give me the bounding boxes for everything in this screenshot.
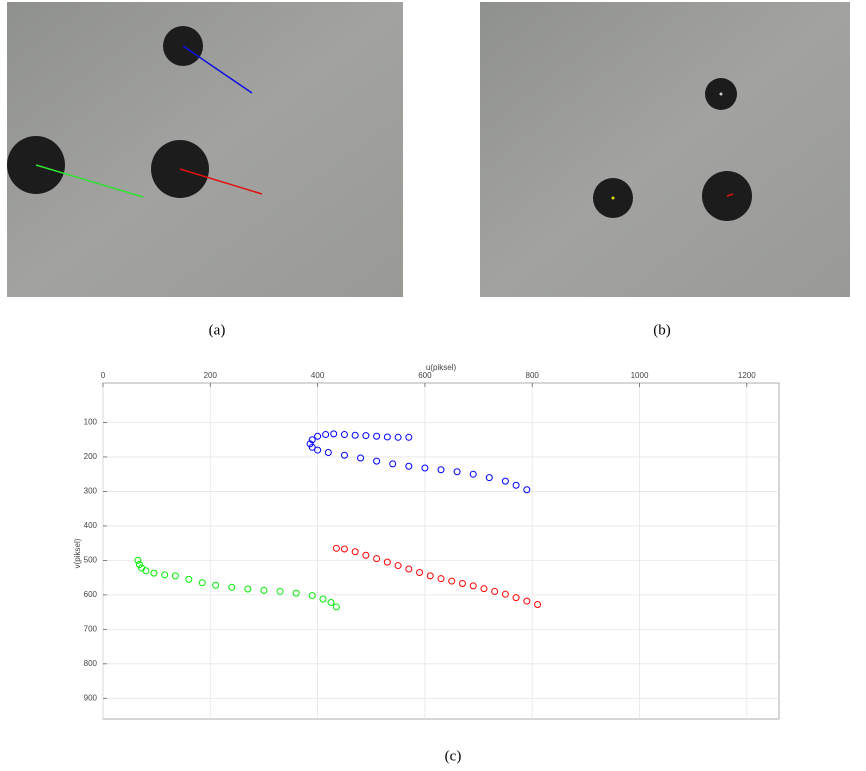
data-point [340,431,348,439]
data-point [292,589,300,597]
data-point [362,551,370,559]
y-tick-label: 300 [84,487,98,496]
data-point [319,595,327,603]
data-point [448,577,456,585]
x-axis-label: u(piksel) [426,363,457,372]
data-point [327,598,335,606]
data-point [373,432,381,440]
data-point [212,581,220,589]
data-point [330,430,338,438]
x-tick-label: 0 [101,371,106,380]
data-point [134,556,142,564]
data-point [324,448,332,456]
data-point [322,431,330,439]
data-point [416,568,424,576]
data-point [332,603,340,611]
x-tick-label: 800 [526,371,540,380]
data-point [394,433,402,441]
data-point [244,585,252,593]
data-point [314,446,322,454]
x-tick-label: 1200 [738,371,756,380]
data-point [228,583,236,591]
data-point [332,544,340,552]
data-point [150,569,158,577]
data-point [373,555,381,563]
data-point [501,477,509,485]
data-point [426,572,434,580]
chart: 0 200 400 600 800 1000 1200 100 200 300 400 500 600 7… [73,363,780,720]
data-point [373,457,381,465]
data-point [306,440,314,448]
data-point [480,585,488,593]
data-point [308,436,316,444]
data-point [276,587,284,595]
y-tick-label: 700 [84,624,98,633]
y-tick-label: 800 [84,659,98,668]
x-tick-label: 400 [311,371,325,380]
data-point [512,594,520,602]
data-point [308,592,316,600]
data-point [501,590,509,598]
data-point [437,575,445,583]
data-point [383,558,391,566]
y-tick-label: 600 [84,590,98,599]
data-point [437,466,445,474]
data-point [421,464,429,472]
data-point [458,579,466,587]
data-point [357,454,365,462]
caption: (c) [445,748,462,764]
data-point [485,474,493,482]
y-axis-label: v(piksel) [73,538,82,568]
y-tick-label: 900 [84,693,98,702]
data-point [185,575,193,583]
data-point [512,481,520,489]
data-point [491,587,499,595]
data-point [469,582,477,590]
data-point [351,548,359,556]
data-point [534,601,542,609]
data-point [523,597,531,605]
y-tick-label: 200 [84,452,98,461]
data-point [340,545,348,553]
data-point [469,470,477,478]
x-tick-label: 1000 [631,371,649,380]
data-point [383,433,391,441]
data-point [171,572,179,580]
data-point [351,431,359,439]
data-point [405,565,413,573]
data-point [340,451,348,459]
data-point [198,579,206,587]
x-tick-label: 200 [204,371,218,380]
data-point [308,443,316,451]
caption: (a) [209,322,226,338]
data-point [362,432,370,440]
caption: (b) [653,322,671,338]
data-point [405,433,413,441]
data-point [405,462,413,470]
data-point [142,567,150,575]
data-point [161,571,169,579]
y-tick-label: 400 [84,521,98,530]
photo-b [480,2,850,297]
data-point [394,562,402,570]
y-tick-label: 500 [84,556,98,565]
data-point [260,586,268,594]
data-point [314,432,322,440]
y-tick-label: 100 [84,418,98,427]
x-tick-label: 600 [418,371,432,380]
data-point [389,460,397,468]
photo-a [7,2,403,297]
plot-area [102,382,780,720]
data-point [523,486,531,494]
data-point [453,468,461,476]
data-point [135,561,143,569]
